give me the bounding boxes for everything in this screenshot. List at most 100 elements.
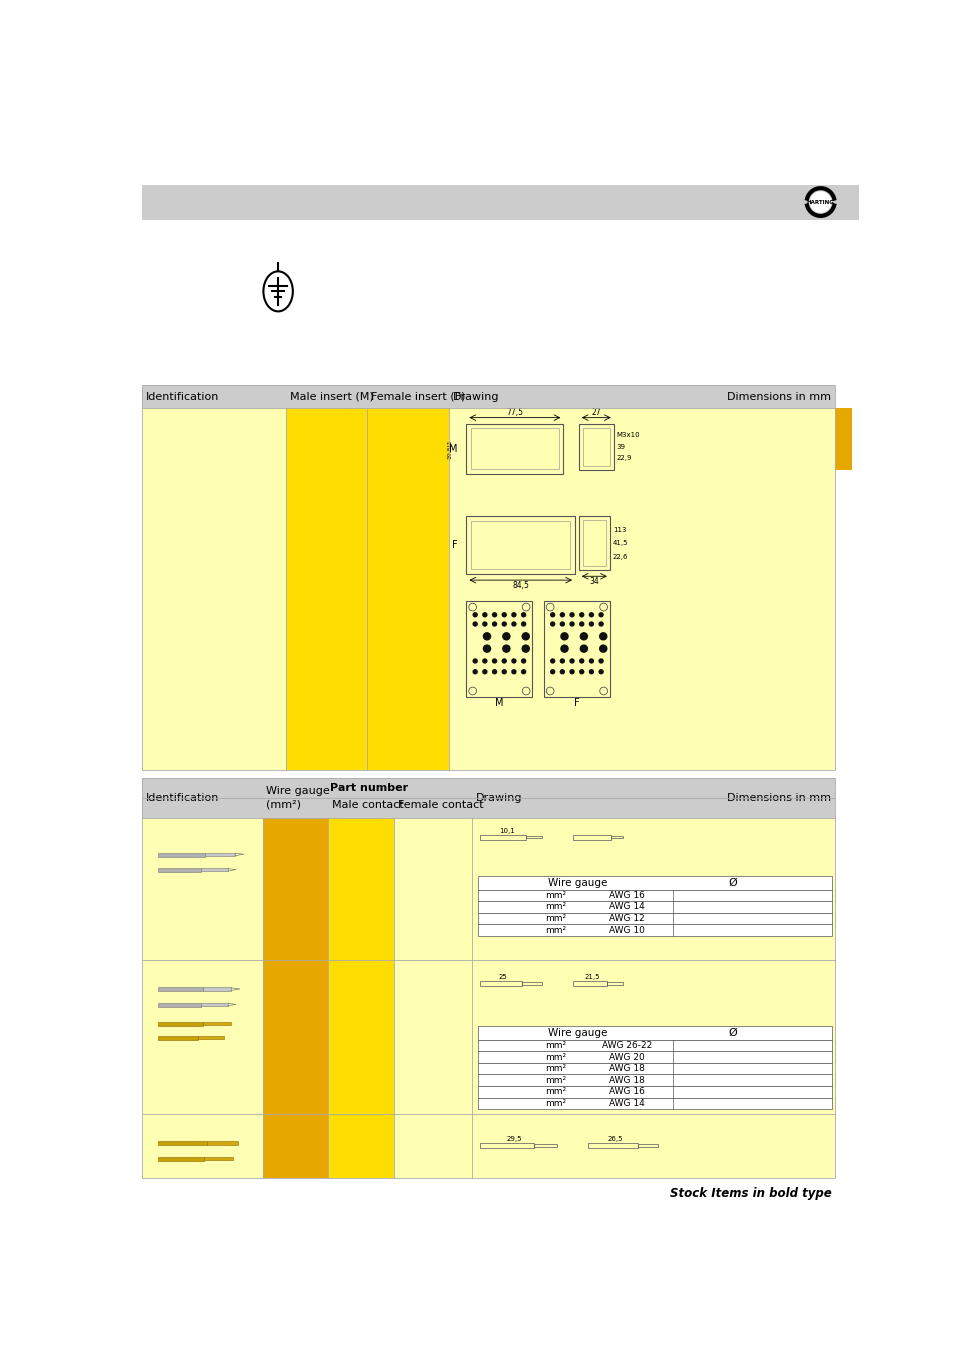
Text: Ø: Ø: [728, 1027, 737, 1038]
Text: 10,1: 10,1: [498, 828, 514, 834]
Text: 29,5: 29,5: [506, 1137, 521, 1142]
Circle shape: [481, 612, 487, 617]
Circle shape: [559, 612, 564, 617]
Bar: [471, 428, 558, 470]
Bar: [477, 1052, 831, 1062]
Circle shape: [569, 659, 574, 664]
Text: mm²: mm²: [545, 1076, 566, 1085]
Text: Ø: Ø: [728, 878, 737, 888]
Text: Dimensions in mm: Dimensions in mm: [727, 392, 831, 402]
Bar: [477, 1075, 831, 1085]
Bar: [142, 385, 835, 409]
Circle shape: [501, 612, 506, 617]
Circle shape: [520, 612, 526, 617]
Bar: [607, 981, 622, 985]
Text: M3x10: M3x10: [617, 432, 639, 439]
Text: 77,5: 77,5: [506, 408, 523, 417]
Text: 34: 34: [589, 578, 598, 586]
Text: mm²: mm²: [545, 1053, 566, 1061]
Bar: [477, 890, 831, 902]
Text: 22,6: 22,6: [612, 554, 628, 560]
Circle shape: [520, 670, 526, 675]
Circle shape: [578, 621, 584, 626]
Bar: [142, 778, 835, 818]
Bar: [207, 1142, 238, 1145]
Circle shape: [569, 621, 574, 626]
Bar: [286, 409, 367, 771]
Bar: [582, 520, 605, 566]
Circle shape: [588, 670, 594, 675]
Bar: [477, 1062, 831, 1075]
Text: mm²: mm²: [545, 926, 566, 934]
Bar: [638, 1143, 658, 1148]
Bar: [142, 409, 835, 771]
Text: AWG 10: AWG 10: [608, 926, 644, 934]
Bar: [205, 853, 234, 856]
Circle shape: [472, 659, 477, 664]
Text: 113: 113: [612, 526, 626, 533]
Text: Male contact: Male contact: [332, 799, 404, 810]
Text: mm²: mm²: [545, 914, 566, 923]
Text: Drawing: Drawing: [452, 392, 498, 402]
Circle shape: [588, 612, 594, 617]
Bar: [572, 836, 611, 840]
Bar: [534, 1143, 557, 1148]
Circle shape: [578, 659, 584, 664]
Bar: [198, 1035, 224, 1040]
Bar: [477, 925, 831, 936]
Bar: [203, 987, 231, 991]
Text: AWG 20: AWG 20: [608, 1053, 644, 1061]
Text: mm²: mm²: [545, 1087, 566, 1096]
Bar: [158, 1142, 207, 1145]
Circle shape: [501, 621, 506, 626]
Text: Part number: Part number: [330, 783, 408, 792]
Circle shape: [549, 670, 555, 675]
Text: 26,5: 26,5: [607, 1137, 622, 1142]
Circle shape: [501, 644, 510, 653]
Circle shape: [501, 670, 506, 675]
Bar: [587, 1143, 638, 1148]
Text: AWG 26-22: AWG 26-22: [601, 1041, 651, 1050]
Bar: [142, 778, 835, 1179]
Text: mm²: mm²: [545, 1041, 566, 1050]
Circle shape: [559, 632, 568, 640]
Circle shape: [492, 621, 497, 626]
Text: mm²: mm²: [545, 903, 566, 911]
Text: 41,5: 41,5: [612, 540, 628, 547]
Circle shape: [549, 659, 555, 664]
Bar: [543, 601, 609, 697]
Circle shape: [492, 659, 497, 664]
Bar: [611, 836, 622, 838]
Circle shape: [511, 659, 517, 664]
Bar: [158, 987, 203, 991]
Bar: [477, 1085, 831, 1098]
Bar: [158, 1022, 203, 1026]
Text: AWG 12: AWG 12: [608, 914, 644, 923]
Text: AWG 14: AWG 14: [608, 1099, 644, 1108]
Bar: [203, 1022, 231, 1025]
Circle shape: [598, 612, 603, 617]
Circle shape: [521, 632, 530, 640]
Bar: [204, 1157, 233, 1160]
Circle shape: [598, 670, 603, 675]
Bar: [328, 818, 394, 1179]
Text: Dimensions in mm: Dimensions in mm: [727, 792, 831, 803]
Bar: [479, 1143, 534, 1148]
Circle shape: [492, 612, 497, 617]
Circle shape: [511, 612, 517, 617]
Text: mm²: mm²: [545, 1064, 566, 1073]
Text: Female contact: Female contact: [397, 799, 483, 810]
Bar: [158, 1035, 198, 1040]
Circle shape: [569, 670, 574, 675]
Text: 21,5: 21,5: [583, 975, 599, 980]
Circle shape: [482, 632, 491, 640]
Circle shape: [579, 644, 587, 653]
Circle shape: [481, 670, 487, 675]
Bar: [578, 516, 609, 570]
Circle shape: [511, 670, 517, 675]
Bar: [466, 516, 575, 574]
Bar: [521, 981, 541, 985]
Text: Female insert (F): Female insert (F): [371, 392, 465, 402]
Circle shape: [501, 632, 510, 640]
Bar: [525, 836, 541, 838]
